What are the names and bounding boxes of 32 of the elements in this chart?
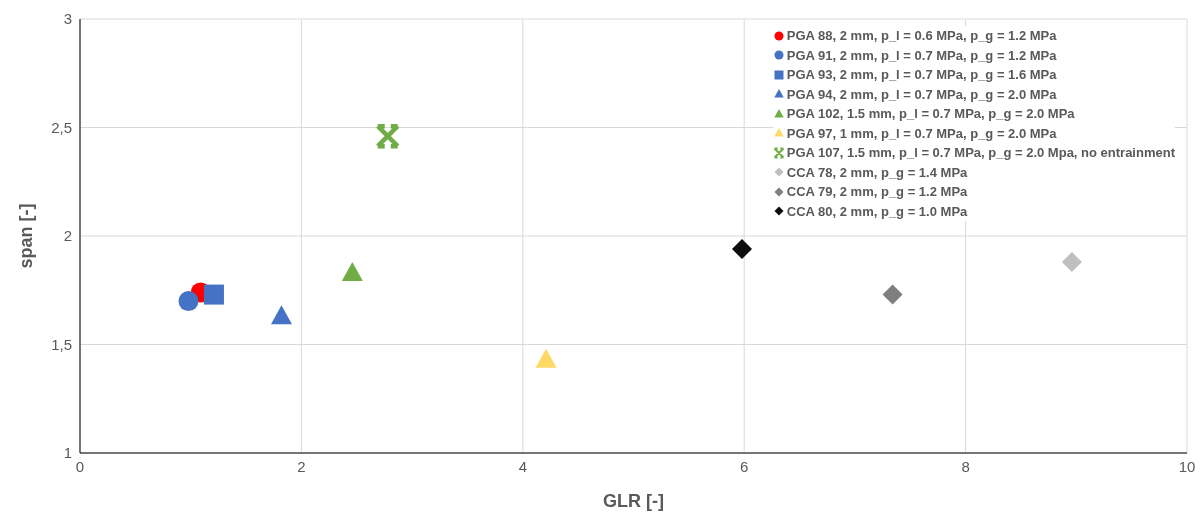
legend-label: CCA 78, 2 mm, p_g = 1.4 MPa [786, 164, 968, 180]
point [882, 284, 903, 305]
legend-label: PGA 93, 2 mm, p_l = 0.7 MPa, p_g = 1.6 MPa [786, 67, 1057, 83]
y-axis-title: span [-] [16, 203, 37, 269]
point [375, 123, 400, 149]
legend-label: CCA 79, 2 mm, p_g = 1.2 MPa [786, 184, 968, 200]
y-tick-label: 2 [63, 227, 72, 245]
x-tick-label: 6 [740, 457, 749, 475]
y-tick-label: 3 [63, 10, 72, 28]
legend-label: PGA 91, 2 mm, p_l = 0.7 MPa, p_g = 1.2 MPa [786, 47, 1057, 63]
legend-label: PGA 88, 2 mm, p_l = 0.6 MPa, p_g = 1.2 MPa [786, 28, 1057, 44]
y-tick-label: 1,5 [51, 335, 72, 353]
x-tick-label: 2 [297, 457, 306, 475]
legend-label: PGA 102, 1.5 mm, p_l = 0.7 MPa, p_g = 2.0 MPa [786, 106, 1075, 122]
x-tick-label: 0 [75, 457, 85, 475]
point [203, 284, 224, 305]
point [270, 305, 292, 325]
point [341, 261, 363, 281]
x-tick-label: 4 [518, 457, 527, 475]
legend-label: PGA 107, 1.5 mm, p_l = 0.7 MPa, p_g = 2.0 Mpa, no entrainment [786, 145, 1175, 161]
legend-label: CCA 80, 2 mm, p_g = 1.0 MPa [786, 203, 968, 219]
y-tick-label: 2,5 [51, 118, 72, 136]
point [535, 348, 557, 368]
legend-label: PGA 97, 1 mm, p_l = 0.7 MPa, p_g = 2.0 MPa [786, 125, 1057, 141]
point [178, 291, 199, 312]
point [1061, 252, 1082, 273]
x-axis-title: GLR [-] [603, 491, 664, 511]
x-tick-label: 10 [1178, 457, 1196, 475]
y-tick-label: 1 [63, 444, 72, 462]
legend-label: PGA 94, 2 mm, p_l = 0.7 MPa, p_g = 2.0 MPa [786, 86, 1057, 102]
point [731, 239, 752, 260]
x-tick-label: 8 [961, 457, 970, 475]
